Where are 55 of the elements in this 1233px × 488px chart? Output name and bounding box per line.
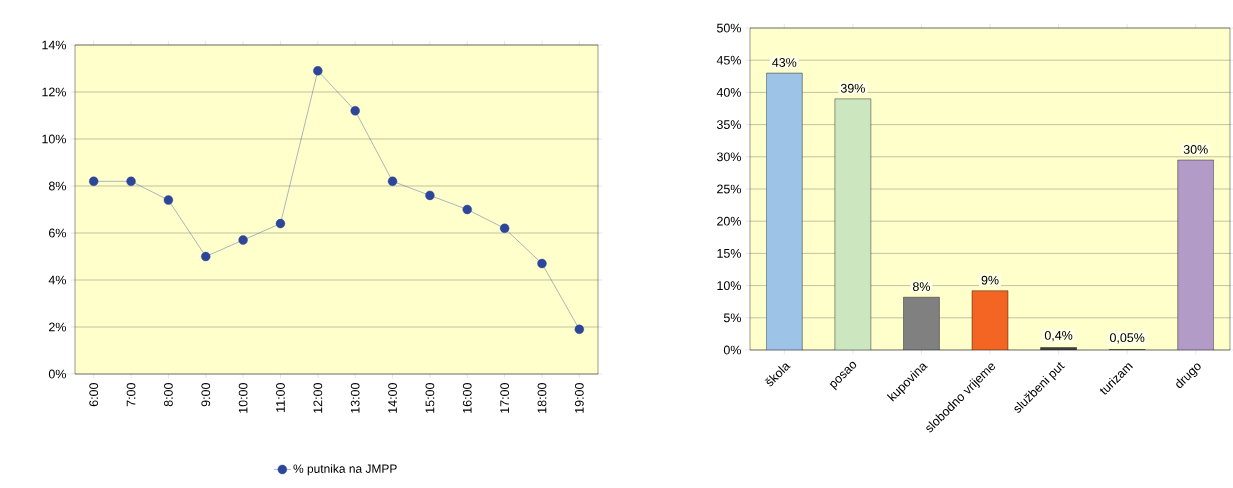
data-label: 43%: [772, 58, 797, 67]
data-label: 9%: [981, 275, 999, 285]
x-tick-label: 11:00: [276, 383, 285, 412]
x-tick-label: 12:00: [313, 383, 323, 413]
y-tick-label: 5%: [723, 313, 741, 323]
point: [537, 258, 547, 269]
point: [275, 218, 286, 229]
point: [350, 106, 360, 116]
x-tick-label: 10:00: [238, 383, 248, 413]
y-tick-label: 10%: [717, 281, 741, 291]
x-tick-label: 18:00: [537, 383, 547, 413]
legend-label: % putnika na JMPP: [293, 464, 397, 476]
point: [387, 176, 398, 186]
x-tick-label: 9:00: [201, 383, 211, 407]
point: [574, 324, 585, 335]
y-tick-label: 14%: [42, 40, 66, 50]
x-tick-label: 7:00: [126, 383, 136, 407]
x-tick-label: 16:00: [462, 383, 472, 413]
y-tick-label: 45%: [716, 55, 741, 65]
y-tick-label: 0%: [723, 345, 741, 355]
point: [201, 251, 211, 262]
x-tick-label: 17:00: [500, 383, 510, 413]
y-tick-label: 0%: [48, 369, 66, 379]
y-tick-label: 8%: [48, 181, 66, 191]
point: [462, 204, 472, 215]
point: [499, 223, 510, 233]
data-label: 0,4%: [1044, 330, 1073, 342]
y-tick-label: 35%: [716, 120, 741, 130]
y-tick-label: 20%: [717, 216, 741, 226]
y-tick-label: 6%: [49, 228, 66, 238]
point: [238, 235, 248, 245]
data-label: 39%: [840, 83, 865, 93]
point: [425, 190, 435, 201]
x-tick-label: 15:00: [425, 383, 435, 413]
data-label: 0,05%: [1109, 333, 1145, 344]
point: [313, 66, 323, 76]
y-tick-label: 50%: [716, 23, 741, 33]
x-tick-label: 13:00: [350, 383, 360, 413]
data-label: 30%: [1183, 145, 1208, 154]
y-tick-label: 12%: [42, 87, 66, 97]
y-tick-label: 30%: [716, 152, 741, 162]
x-tick-label: 8:00: [163, 383, 173, 407]
point: [163, 195, 174, 205]
y-tick-label: 15%: [717, 249, 741, 258]
y-tick-label: 2%: [49, 322, 66, 332]
x-tick-label: 14:00: [388, 383, 397, 413]
y-tick-label: 40%: [716, 88, 741, 97]
point: [89, 176, 99, 186]
y-tick-label: 4%: [48, 275, 66, 285]
y-tick-label: 25%: [717, 184, 741, 194]
x-tick-label: 19:00: [574, 383, 584, 413]
y-tick-label: 10%: [42, 134, 66, 144]
data-label: 8%: [912, 282, 930, 292]
x-tick-label: 6:00: [89, 383, 99, 407]
point: [126, 176, 136, 186]
